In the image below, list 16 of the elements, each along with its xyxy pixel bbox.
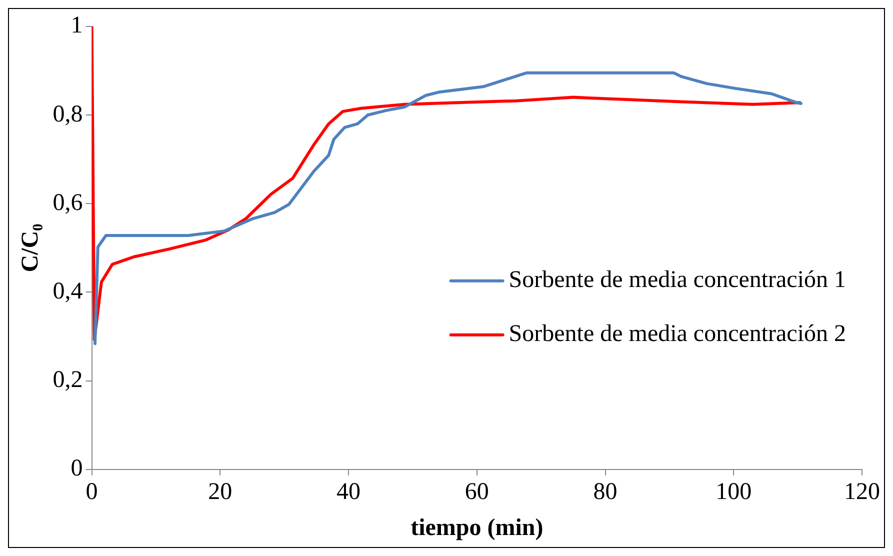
y-tick-label: 0,6: [52, 190, 83, 216]
y-tick-label: 0,2: [52, 367, 83, 394]
y-tick-label: 0,4: [52, 278, 83, 304]
legend-label: Sorbente de media concentración 1: [508, 267, 846, 294]
y-tick-label: 1: [70, 12, 83, 39]
x-tick-label: 80: [593, 479, 618, 506]
y-axis-title: C/C₀: [18, 224, 44, 272]
x-axis-title: tiempo (min): [410, 514, 544, 541]
x-tick-label: 100: [716, 479, 752, 506]
x-tick-label: 40: [336, 479, 361, 506]
x-tick-label: 20: [208, 479, 232, 506]
legend-label: Sorbente de media concentración 2: [508, 321, 846, 348]
x-tick-label: 120: [844, 479, 880, 506]
x-tick-label: 60: [464, 479, 489, 506]
y-tick-label: 0: [70, 456, 83, 482]
y-tick-label: 0,8: [52, 101, 83, 128]
